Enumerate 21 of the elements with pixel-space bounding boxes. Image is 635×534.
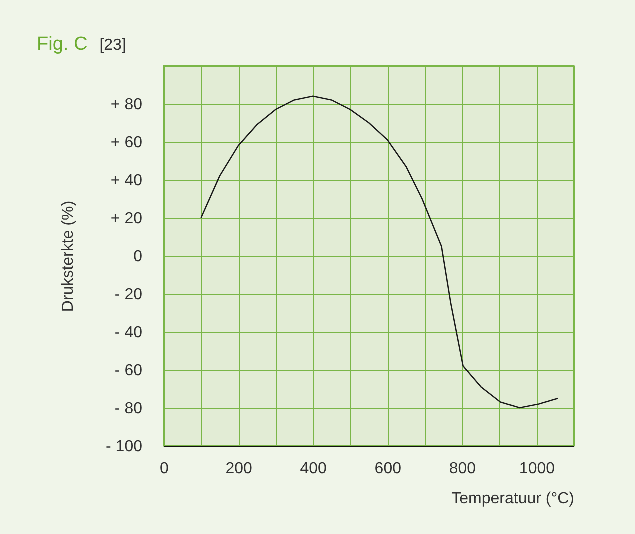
y-tick-label: - 40	[114, 324, 143, 342]
x-tick-label: 800	[449, 460, 476, 478]
x-axis-title: Temperatuur (°C)	[452, 490, 574, 508]
y-tick-label: - 100	[106, 438, 143, 456]
y-tick-label: + 20	[110, 210, 143, 228]
x-tick-label: 0	[160, 460, 170, 478]
y-tick-label: - 60	[114, 362, 143, 380]
y-tick-label: - 20	[114, 286, 143, 304]
y-axis-title: Druksterkte (%)	[60, 200, 78, 312]
y-tick-label: + 40	[110, 172, 143, 190]
x-tick-label: 1000	[519, 460, 556, 478]
x-tick-label: 600	[374, 460, 402, 478]
y-tick-label: 0	[134, 248, 143, 266]
y-tick-label: + 60	[110, 134, 143, 152]
line-series	[200, 96, 559, 409]
chart-subtitle: [23]	[100, 37, 126, 54]
chart-title: Fig. C	[37, 34, 88, 55]
x-tick-label: 400	[300, 460, 328, 478]
y-tick-label: - 80	[114, 400, 143, 418]
y-tick-label: + 80	[110, 96, 143, 114]
x-tick-label: 200	[226, 460, 252, 478]
